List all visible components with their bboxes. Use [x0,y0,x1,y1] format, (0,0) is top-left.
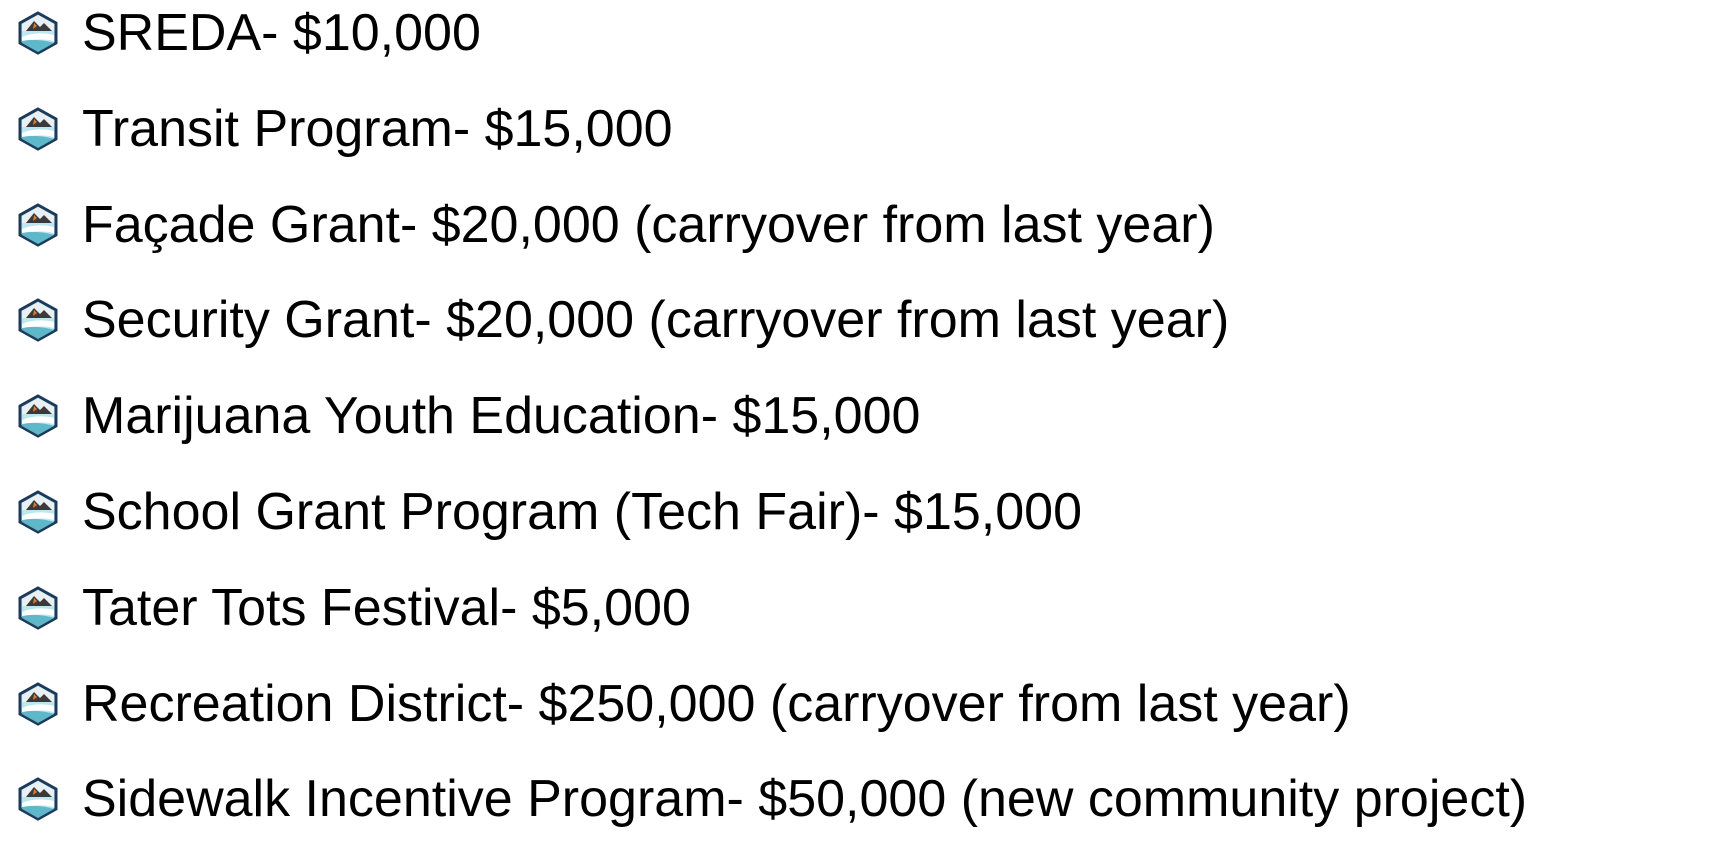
item-text: Transit Program- $15,000 [82,99,673,158]
bullet-list: SREDA- $10,000 Transit Program- $15,000 Fa… [0,0,1716,828]
item-text: Tater Tots Festival- $5,000 [82,578,691,637]
bullet-icon [18,107,58,151]
item-text: SREDA- $10,000 [82,4,481,62]
bullet-icon [18,586,58,630]
item-text: Sidewalk Incentive Program- $50,000 (new… [82,770,1528,829]
item-text: Recreation District- $250,000 (carryover… [82,674,1351,733]
list-item: Transit Program- $15,000 [0,81,1716,177]
bullet-icon [18,394,58,438]
item-text: School Grant Program (Tech Fair)- $15,00… [82,483,1082,541]
item-text: Marijuana Youth Education- $15,000 [82,387,921,446]
item-text: Façade Grant- $20,000 (carryover from la… [82,195,1215,254]
list-item: Façade Grant- $20,000 (carryover from la… [0,177,1716,273]
list-item: Tater Tots Festival- $5,000 [0,560,1716,656]
bullet-icon [18,490,58,534]
bullet-icon [18,202,58,247]
list-item: Security Grant- $20,000 (carryover from … [0,272,1716,368]
list-item: Marijuana Youth Education- $15,000 [0,368,1716,464]
list-item: SREDA- $10,000 [0,0,1716,81]
list-item: Recreation District- $250,000 (carryover… [0,656,1716,752]
bullet-icon [18,681,58,726]
bullet-icon [18,298,58,343]
list-item: School Grant Program (Tech Fair)- $15,00… [0,464,1716,560]
item-text: Security Grant- $20,000 (carryover from … [82,291,1230,350]
bullet-icon [18,11,58,55]
bullet-icon [18,777,58,822]
list-item: Sidewalk Incentive Program- $50,000 (new… [0,751,1716,847]
